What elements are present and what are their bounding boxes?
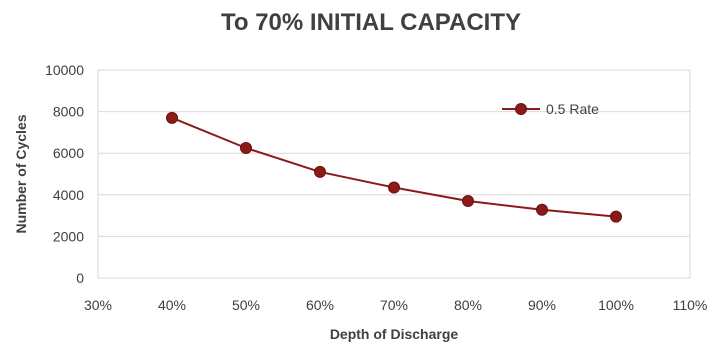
- legend: 0.5 Rate: [502, 101, 599, 117]
- data-point: [536, 203, 548, 216]
- y-tick-label: 0: [76, 270, 84, 286]
- x-tick-label: 60%: [306, 297, 334, 313]
- y-tick-label: 8000: [53, 104, 84, 120]
- data-point: [462, 195, 474, 208]
- plot-area: [97, 69, 691, 279]
- x-axis-ticks: 30% 40% 50% 60% 70% 80% 90% 100% 110%: [84, 297, 707, 313]
- series-layer: [166, 111, 622, 223]
- x-tick-label: 50%: [232, 297, 260, 313]
- grid-lines: [98, 69, 690, 279]
- chart-title: To 70% INITIAL CAPACITY: [221, 9, 521, 36]
- data-point: [240, 142, 252, 154]
- x-tick-label: 80%: [454, 297, 482, 313]
- x-tick-label: 30%: [84, 297, 112, 313]
- data-point: [610, 210, 622, 223]
- y-tick-label: 2000: [53, 228, 84, 244]
- x-tick-label: 100%: [598, 297, 634, 313]
- y-axis-title: Number of Cycles: [13, 114, 29, 233]
- data-point: [166, 111, 178, 124]
- data-point: [388, 181, 400, 194]
- legend-label-0-5-rate: 0.5 Rate: [546, 101, 599, 117]
- y-axis-ticks: 0 2000 4000 6000 8000 10000: [45, 62, 84, 286]
- x-tick-label: 90%: [528, 297, 556, 313]
- data-point: [314, 165, 326, 178]
- x-tick-label: 40%: [158, 297, 186, 313]
- y-tick-label: 6000: [53, 145, 84, 161]
- legend-marker-0-5-rate: [515, 103, 527, 115]
- x-tick-label: 110%: [673, 297, 707, 313]
- x-axis-title: Depth of Discharge: [330, 326, 459, 342]
- y-tick-label: 4000: [53, 187, 84, 203]
- x-tick-label: 70%: [380, 297, 408, 313]
- y-tick-label: 10000: [45, 62, 84, 78]
